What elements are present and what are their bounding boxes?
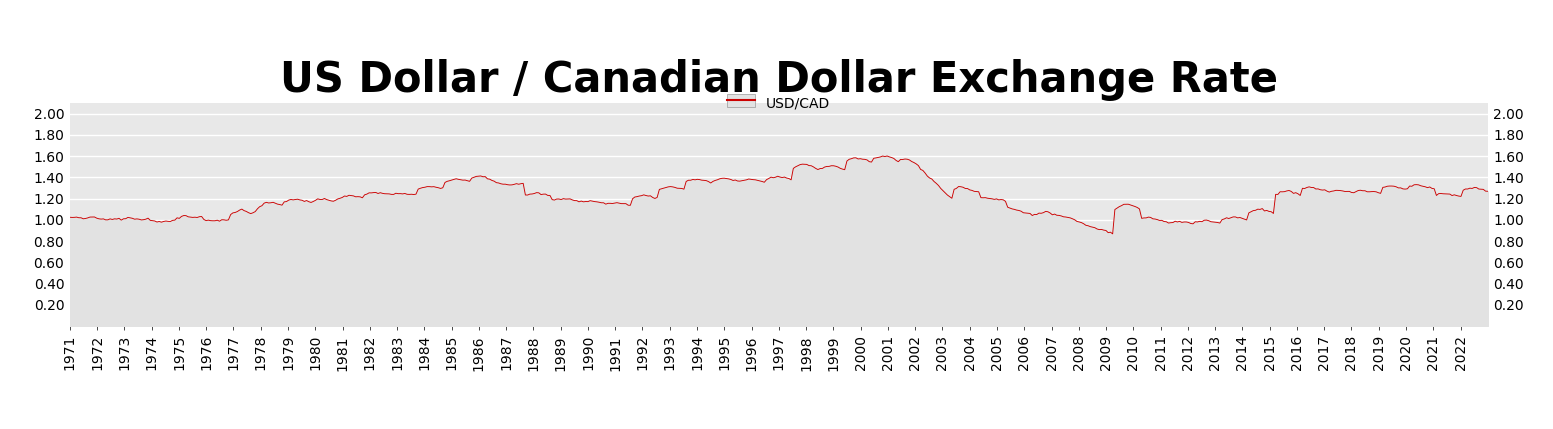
Legend: USD/CAD: USD/CAD [724,92,834,115]
Title: US Dollar / Canadian Dollar Exchange Rate: US Dollar / Canadian Dollar Exchange Rat… [280,59,1278,101]
